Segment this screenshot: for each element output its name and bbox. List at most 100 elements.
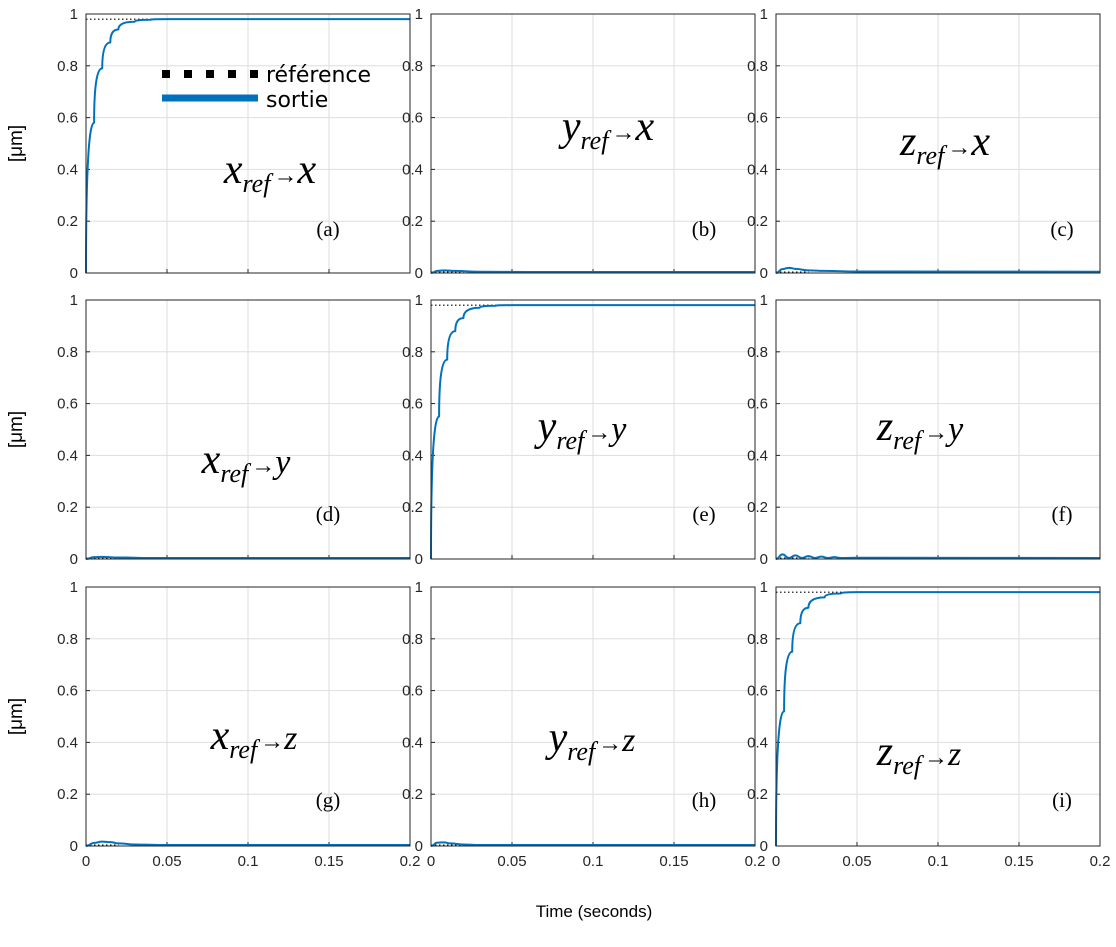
y-tick-label: 0.4 (747, 161, 768, 178)
y-tick-label: 0 (760, 551, 768, 568)
annotation-input: x (210, 713, 230, 759)
output-line (430, 269, 755, 274)
annotation-output: x (296, 147, 316, 193)
annotation-output: z (947, 736, 961, 773)
annotation-output: y (272, 444, 291, 481)
output-line (85, 555, 410, 560)
y-tick-label: 0.8 (57, 344, 78, 361)
x-tick-label: 0.05 (152, 853, 181, 870)
y-tick-label: 0.6 (57, 683, 78, 700)
annotation-subscript: ref (243, 169, 275, 198)
y-tick-label: 0.2 (747, 213, 768, 230)
y-tick-label: 0.4 (747, 734, 768, 751)
mapping-annotation: zref →y (876, 404, 964, 455)
annotation-input: z (876, 729, 893, 775)
annotation-arrow: → (260, 729, 284, 755)
y-tick-label: 0.6 (57, 396, 78, 413)
annotation-subscript: ref (567, 737, 599, 766)
annotation-output: x (634, 104, 654, 150)
y-tick-label: 0.2 (57, 499, 78, 516)
y-tick-label: 0.2 (402, 499, 423, 516)
y-tick-label: 0 (760, 838, 768, 855)
y-tick-label: 0.8 (57, 631, 78, 648)
annotation-input: y (558, 104, 581, 150)
y-tick-label: 0.8 (402, 58, 423, 75)
y-tick-label: 0.6 (402, 396, 423, 413)
mapping-annotation: xref →y (201, 437, 292, 488)
x-tick-label: 0.15 (1004, 853, 1033, 870)
mapping-annotation: zref →x (899, 119, 990, 170)
annotation-arrow: → (587, 420, 611, 446)
annotation-subscript: ref (916, 141, 948, 170)
annotation-input: y (534, 404, 557, 450)
y-tick-label: 0.2 (747, 786, 768, 803)
x-tick-label: 0 (82, 853, 90, 870)
y-tick-label: 0 (415, 838, 423, 855)
subplot-g: 00.20.40.60.810 0.05 0.1 0.15 0.2[μm] xref →z(… (6, 579, 420, 870)
y-axis-label: [μm] (6, 125, 27, 162)
annotation-arrow: → (273, 163, 297, 189)
subplot-f: 0 0.2 0.4 0.6 0.8 1 zref →y (f) (747, 292, 1101, 568)
panel-tag: (f) (1052, 502, 1073, 526)
x-tick-label: 0 (427, 853, 435, 870)
annotation-arrow: → (598, 731, 622, 757)
panel-tag: (g) (316, 788, 341, 812)
y-tick-label: 0.2 (747, 499, 768, 516)
subplot-d: 0 0.2 0.4 0.6 0.8 1 [μm] xref →y (d) (6, 292, 411, 568)
mapping-annotation: yref →z (545, 715, 636, 766)
annotation-output: y (608, 411, 627, 448)
annotation-arrow: → (251, 453, 275, 479)
y-axis-label: [μm] (6, 698, 27, 735)
y-tick-label: 1 (760, 6, 768, 23)
y-tick-label: 0.8 (747, 631, 768, 648)
output-line (430, 304, 755, 560)
x-tick-label: 0.2 (1090, 853, 1111, 870)
annotation-input: z (876, 404, 893, 450)
x-tick-label: 0.1 (238, 853, 259, 870)
annotation-subscript: ref (556, 426, 588, 455)
x-tick-label: 0.2 (745, 853, 766, 870)
annotation-subscript: ref (581, 126, 613, 155)
y-tick-label: 0 (70, 551, 78, 568)
y-tick-label: 0 (415, 551, 423, 568)
legend-label-output: sortie (266, 88, 328, 113)
axes-frame (430, 586, 756, 847)
y-tick-label: 1 (415, 6, 423, 23)
subplot-a: 00.20.40.60.81[μm]xref →x(a)référencesort… (6, 6, 411, 282)
panel-tag: (a) (316, 217, 339, 241)
annotation-subscript: ref (893, 426, 925, 455)
y-tick-label: 0 (760, 265, 768, 282)
y-tick-label: 0.8 (747, 58, 768, 75)
mapping-annotation: xref →x (223, 147, 317, 198)
y-tick-label: 1 (415, 579, 423, 596)
y-tick-label: 1 (70, 579, 78, 596)
annotation-arrow: → (947, 135, 971, 161)
y-tick-label: 0.6 (747, 683, 768, 700)
y-tick-label: 0.4 (57, 161, 78, 178)
annotation-arrow: → (924, 745, 948, 771)
y-tick-label: 0.6 (747, 396, 768, 413)
panel-tag: (b) (692, 217, 717, 241)
annotation-input: y (545, 715, 568, 761)
axes-frame (85, 299, 411, 560)
x-tick-label: 0.2 (400, 853, 421, 870)
axes-frame (775, 586, 1101, 847)
y-tick-label: 0.4 (402, 734, 423, 751)
subplot-grid: 00.20.40.60.81[μm]xref →x(a)référencesort… (6, 6, 1110, 870)
y-tick-label: 0.8 (57, 58, 78, 75)
y-tick-label: 0.6 (402, 683, 423, 700)
y-tick-label: 0.4 (402, 447, 423, 464)
y-tick-label: 0 (70, 265, 78, 282)
annotation-arrow: → (611, 120, 635, 146)
output-line (430, 841, 755, 847)
annotation-subscript: ref (893, 751, 925, 780)
annotation-arrow: → (924, 420, 948, 446)
x-tick-label: 0.05 (497, 853, 526, 870)
y-tick-label: 0.6 (402, 110, 423, 127)
mapping-annotation: yref →x (558, 104, 655, 155)
annotation-output: z (283, 720, 297, 757)
